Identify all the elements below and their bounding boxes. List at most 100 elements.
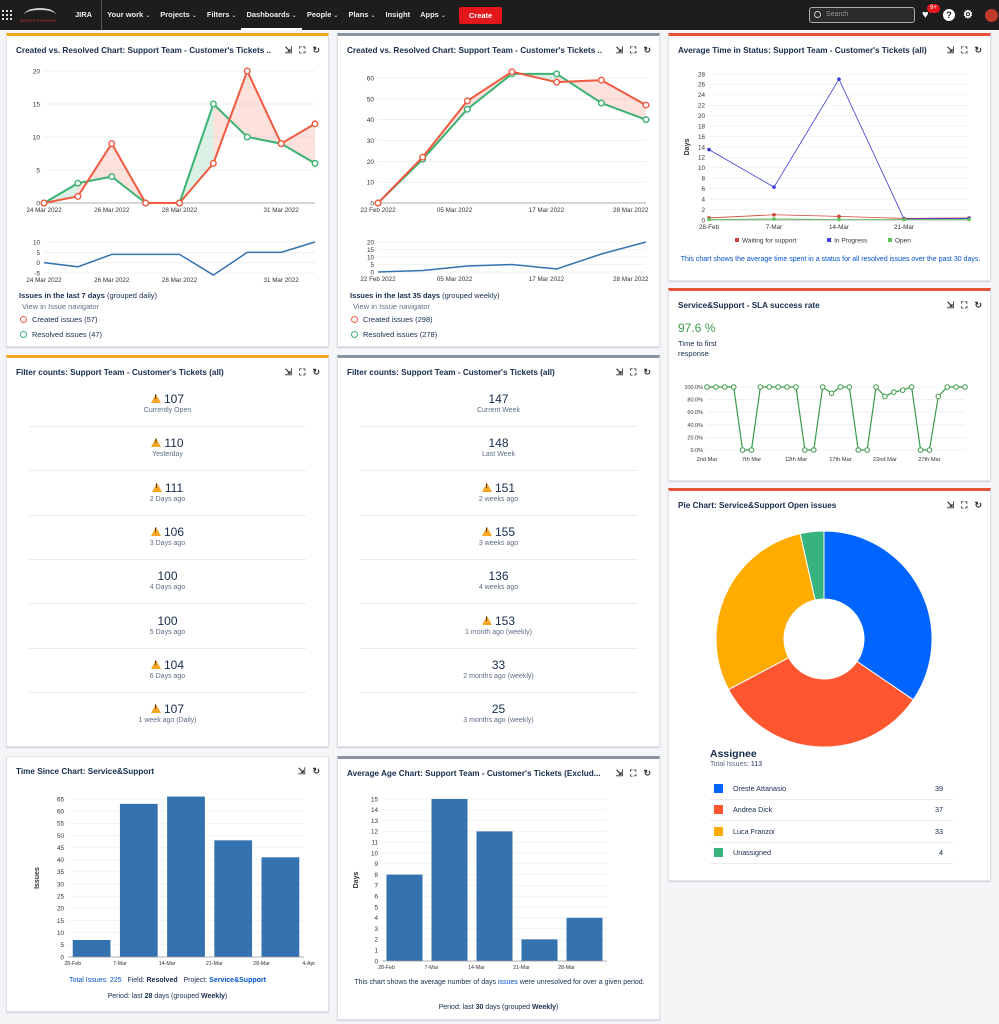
refresh-icon[interactable]: ↻ [974, 500, 982, 510]
filter-count-item[interactable]: 147 Current Week [338, 392, 659, 414]
nav-your-work[interactable]: Your work ⌄ [101, 0, 155, 30]
divider [360, 647, 637, 649]
nav-filters[interactable]: Filters ⌄ [202, 0, 242, 30]
nav-jira[interactable]: JIRA [75, 10, 93, 19]
minimize-icon[interactable]: ⇲ [946, 300, 955, 310]
pie-legend-row[interactable]: Unassigned 4 [710, 843, 953, 864]
filter-count-item[interactable]: 148 Last Week [338, 436, 659, 458]
legend-resolved[interactable]: Resolved issues (278) [351, 330, 437, 339]
help-icon[interactable]: ? [943, 9, 955, 21]
maximize-icon[interactable]: ⛶ [961, 45, 968, 55]
maximize-icon[interactable]: ⛶ [630, 45, 637, 55]
nav-apps[interactable]: Apps ⌄ [415, 0, 451, 30]
legend-resolved[interactable]: Resolved issues (47) [20, 330, 102, 339]
y-tick-label: 5 [374, 904, 378, 911]
create-button[interactable]: Create [458, 6, 503, 24]
pie-legend-row[interactable]: Luca Franzoi 33 [710, 821, 953, 843]
y-tick-label: 8 [374, 872, 378, 879]
filter-count-item[interactable]: 25 3 months ago (weekly) [338, 702, 659, 724]
series-point [707, 217, 711, 222]
count-value: 136 [488, 569, 509, 584]
company-logo[interactable]: WORLD PHOENIX [18, 6, 62, 24]
refresh-icon[interactable]: ↻ [643, 45, 651, 55]
x-tick-label: 28-Feb [699, 224, 719, 231]
user-avatar[interactable] [985, 9, 998, 22]
nav-dashboards[interactable]: Dashboards ⌄ [241, 0, 302, 30]
pie-legend-row[interactable]: Andrea Dick 37 [710, 800, 953, 821]
period-end: ) [225, 993, 228, 1000]
search-input[interactable]: Search [809, 7, 915, 23]
notifications-icon[interactable]: ♥ [922, 9, 929, 21]
minimize-icon[interactable]: ⇲ [946, 500, 955, 510]
x-tick-label: 28 Mar 2022 [162, 207, 198, 214]
nav-plans[interactable]: Plans ⌄ [343, 0, 380, 30]
filter-count-item[interactable]: 33 2 months ago (weekly) [338, 658, 659, 680]
count-value-row: 155 [338, 525, 659, 539]
total-issues-label[interactable]: Total Issues: [69, 977, 110, 984]
y-tick-label: 20.0% [687, 435, 703, 441]
minimize-icon[interactable]: ⇲ [297, 766, 306, 776]
nav-projects[interactable]: Projects ⌄ [155, 0, 202, 30]
gadget-title: Service&Support - SLA success rate [678, 301, 820, 310]
maximize-icon[interactable]: ⛶ [630, 768, 637, 778]
nav-insight[interactable]: Insight [381, 0, 416, 30]
count-value: 107 [163, 392, 185, 406]
maximize-icon[interactable]: ⛶ [961, 500, 968, 510]
count-label: 2 weeks ago [478, 495, 519, 503]
y-tick-label: 18 [698, 123, 706, 130]
maximize-icon[interactable]: ⛶ [961, 300, 968, 310]
warning-icon [481, 526, 492, 536]
created-series-point [277, 140, 285, 148]
settings-gear-icon[interactable]: ⚙ [963, 9, 973, 21]
filter-count-item[interactable]: 100 5 Days ago [7, 614, 328, 636]
filter-count-item[interactable]: 100 4 Days ago [7, 569, 328, 591]
refresh-icon[interactable]: ↻ [312, 766, 320, 776]
issue-navigator-link[interactable]: View in Issue navigator [353, 302, 430, 311]
created-series-point [311, 120, 319, 128]
y-tick-label: 2 [374, 937, 378, 944]
y-tick-label: 24 [698, 92, 706, 99]
legend-marker [735, 238, 739, 242]
refresh-icon[interactable]: ↻ [312, 367, 320, 377]
refresh-icon[interactable]: ↻ [974, 300, 982, 310]
maximize-icon[interactable]: ⛶ [299, 367, 306, 377]
period-pre: Period: last [438, 1004, 476, 1011]
legend-created[interactable]: Created issues (57) [20, 315, 97, 324]
count-label: Last Week [482, 451, 515, 459]
issues-link[interactable]: issues [497, 979, 518, 986]
minimize-icon[interactable]: ⇲ [284, 367, 293, 377]
y-tick-label: 5 [60, 942, 64, 949]
bar [521, 939, 558, 961]
refresh-icon[interactable]: ↻ [643, 367, 651, 377]
refresh-icon[interactable]: ↻ [643, 768, 651, 778]
minimize-icon[interactable]: ⇲ [615, 367, 624, 377]
minimize-icon[interactable]: ⇲ [615, 45, 624, 55]
maximize-icon[interactable]: ⛶ [630, 367, 637, 377]
pie-legend-row[interactable]: Oreste Attanasio 39 [710, 778, 953, 800]
refresh-icon[interactable]: ↻ [974, 45, 982, 55]
legend-created[interactable]: Created issues (298) [351, 315, 433, 324]
minimize-icon[interactable]: ⇲ [284, 45, 293, 55]
sla-point [810, 447, 817, 453]
app-switcher-icon[interactable] [2, 10, 12, 20]
search-placeholder: Search [826, 11, 849, 18]
refresh-icon[interactable]: ↻ [312, 45, 320, 55]
nav-people[interactable]: People ⌄ [302, 0, 344, 30]
minimize-icon[interactable]: ⇲ [615, 768, 624, 778]
total-issues-value[interactable]: 225 [109, 977, 122, 984]
project-link[interactable]: Service&Support [209, 977, 266, 984]
count-value-row: 100 [7, 614, 328, 628]
maximize-icon[interactable]: ⛶ [299, 45, 306, 55]
minimize-icon[interactable]: ⇲ [946, 45, 955, 55]
issue-navigator-link[interactable]: View in Issue navigator [22, 302, 99, 311]
filter-count-item[interactable]: 136 4 weeks ago [338, 569, 659, 591]
